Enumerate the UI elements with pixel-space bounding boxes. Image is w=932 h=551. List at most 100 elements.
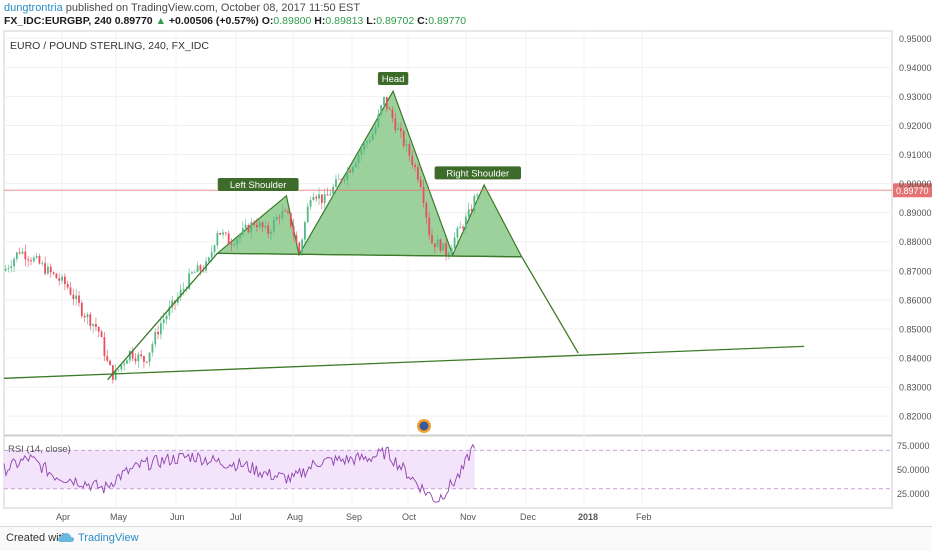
target-projection-line[interactable] <box>521 256 579 354</box>
candle-body <box>159 323 162 335</box>
candle-body <box>95 324 97 327</box>
candle-body <box>233 244 236 245</box>
candle-body <box>10 266 13 269</box>
candle-body <box>315 196 318 199</box>
pattern-label[interactable]: Head <box>377 71 409 85</box>
candle-body <box>405 144 408 146</box>
candle-body <box>304 222 306 240</box>
pattern-shape <box>215 89 523 258</box>
rsi-series <box>3 443 476 503</box>
candle-body <box>416 167 419 180</box>
candle-body <box>391 109 394 119</box>
candle-body <box>312 196 315 201</box>
candle-body <box>284 211 287 212</box>
candle-body <box>335 179 337 187</box>
price-tick-label: 0.92000 <box>899 121 932 131</box>
candles <box>4 96 479 384</box>
time-tick-label: 2018 <box>578 512 598 522</box>
rsi-line <box>3 443 476 503</box>
chart-title: EURO / POUND STERLING, 240, FX_IDC <box>10 40 209 52</box>
candle-body <box>287 211 289 213</box>
candle-body <box>309 200 312 207</box>
candle-body <box>216 232 219 246</box>
candle-body <box>86 314 89 318</box>
candle-body <box>439 239 442 251</box>
candle-body <box>383 96 385 106</box>
candle-body <box>145 361 148 363</box>
candle-body <box>323 194 326 203</box>
candle-body <box>210 251 213 258</box>
candle-body <box>400 128 402 132</box>
candle-body <box>148 352 151 362</box>
candle-body <box>15 252 18 259</box>
candle-body <box>171 300 174 308</box>
high-value: 0.89813 <box>325 15 364 27</box>
support-trend-line[interactable] <box>3 345 805 379</box>
candle-body <box>227 233 230 244</box>
candle-body <box>453 237 456 249</box>
candle-body <box>301 239 303 253</box>
candle-body <box>162 319 165 324</box>
candle-body <box>414 164 416 168</box>
time-tick-label: Oct <box>402 512 417 522</box>
last-price-tag-label: 0.89770 <box>896 186 929 196</box>
candle-body <box>239 234 241 239</box>
price-tick-label: 0.90000 <box>899 179 932 189</box>
candle-body <box>349 170 352 173</box>
pattern-label-text: Left Shoulder <box>230 180 287 191</box>
price-tick-label: 0.85000 <box>899 324 932 334</box>
candle-body <box>264 225 267 228</box>
candle-body <box>52 272 55 274</box>
price-pane[interactable] <box>3 30 893 436</box>
candle-body <box>247 224 250 233</box>
candle-body <box>425 202 428 218</box>
tradingview-link[interactable]: TradingView <box>78 532 139 544</box>
event-badge-icon[interactable] <box>417 419 431 433</box>
candle-body <box>66 283 69 288</box>
pattern-label[interactable]: Right Shoulder <box>434 166 522 180</box>
candle-body <box>80 302 83 316</box>
candle-body <box>111 365 114 380</box>
rsi-tick-label: 75.0000 <box>897 441 930 451</box>
candle-body <box>193 271 196 273</box>
candle-body <box>445 243 448 257</box>
ohlc-line: FX_IDC:EURGBP, 240 0.89770 ▲ +0.00506 (+… <box>4 15 466 27</box>
candle-body <box>241 228 244 235</box>
pattern-label[interactable]: Left Shoulder <box>217 178 299 192</box>
created-with-text: Created with <box>6 532 68 544</box>
candle-body <box>128 350 131 361</box>
price-tick-label: 0.84000 <box>899 353 932 363</box>
candle-body <box>207 257 210 262</box>
candle-body <box>140 354 143 357</box>
candle-body <box>30 260 32 262</box>
candle-body <box>123 363 126 366</box>
candle-body <box>21 251 24 254</box>
candle-body <box>464 216 467 229</box>
candle-body <box>459 226 462 229</box>
time-tick-label: Jun <box>170 512 185 522</box>
price-tick-label: 0.82000 <box>899 412 932 422</box>
candle-body <box>114 370 117 380</box>
candle-body <box>337 178 340 180</box>
candle-body <box>219 232 222 235</box>
candle-body <box>4 268 7 271</box>
rsi-axis: 75.0000 50.0000 25.0000 <box>897 441 930 499</box>
candle-body <box>436 239 439 248</box>
uptrend-line[interactable] <box>107 252 218 381</box>
candle-body <box>326 194 329 196</box>
candle-body <box>24 251 27 260</box>
open-value: 0.89800 <box>273 15 312 27</box>
author-link[interactable]: dungtrontria <box>4 2 63 14</box>
candle-body <box>199 265 202 271</box>
candle-body <box>422 186 425 203</box>
candle-body <box>278 216 281 218</box>
candle-body <box>182 288 185 291</box>
candle-body <box>267 225 270 234</box>
candle-body <box>366 141 368 144</box>
candle-body <box>196 265 199 272</box>
candle-body <box>289 212 292 227</box>
neckline[interactable] <box>217 252 522 258</box>
candle-body <box>306 206 309 223</box>
time-tick-label: Jul <box>230 512 242 522</box>
